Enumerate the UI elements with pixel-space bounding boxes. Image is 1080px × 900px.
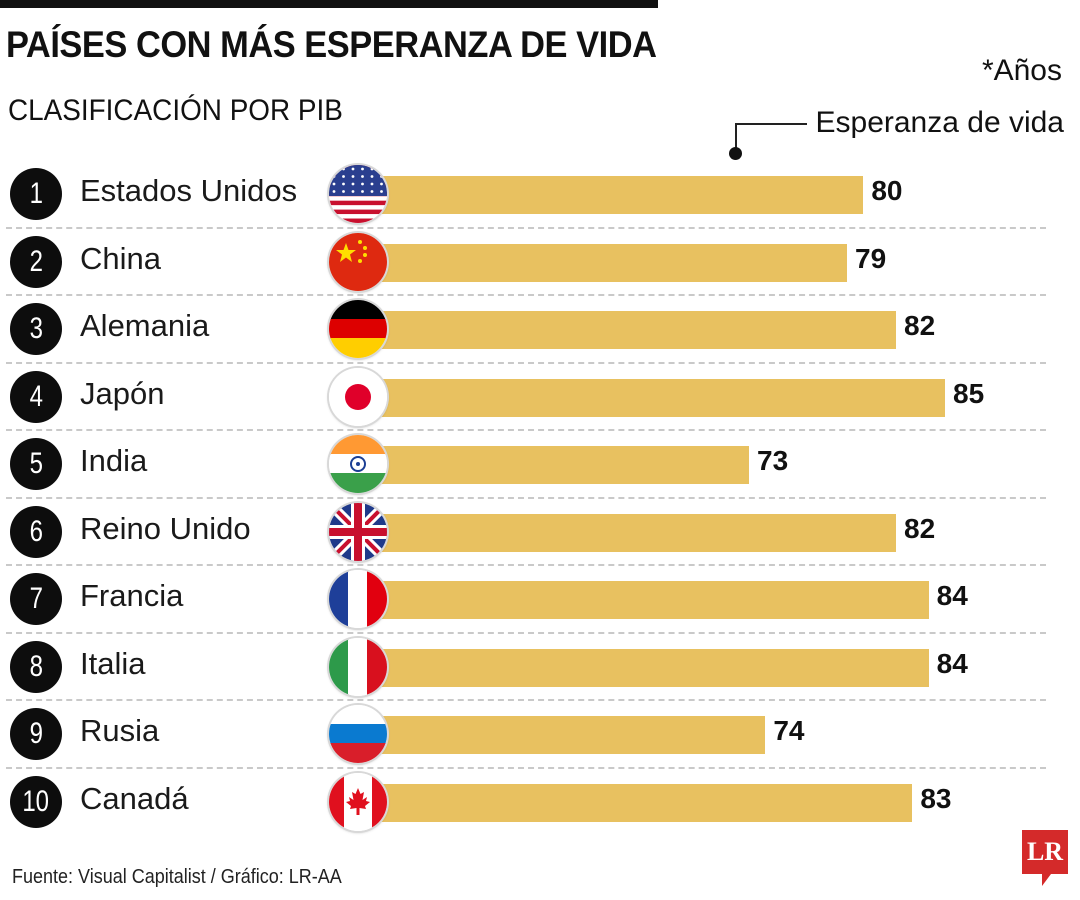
- rank-badge: 10: [10, 775, 62, 828]
- bar-india: [360, 446, 749, 484]
- bar-alemania: [360, 311, 896, 349]
- chart-row: 6 Reino Unido 82: [0, 498, 1080, 566]
- chart-row: 8 Italia 84: [0, 633, 1080, 701]
- country-label: Reino Unido: [80, 510, 251, 546]
- bar-rusia: [360, 716, 766, 754]
- us-flag-icon: [329, 165, 387, 223]
- bar-italia: [360, 648, 929, 687]
- chart-row: 10 Canadá 83: [0, 768, 1080, 836]
- rank-number: 4: [29, 379, 43, 413]
- country-label: Alemania: [80, 308, 210, 343]
- canada-flag-icon: [329, 772, 387, 831]
- chart-row: 4 Japón 85: [0, 363, 1080, 431]
- value-label: 73: [757, 445, 789, 476]
- chart-row: 9 Rusia 74: [0, 700, 1080, 769]
- country-label: Rusia: [80, 713, 160, 748]
- rank-number: 5: [29, 447, 43, 480]
- country-label: Italia: [80, 645, 146, 681]
- legend-leader-dot: [729, 147, 742, 160]
- top-rule: [0, 0, 658, 8]
- lr-logo-tail: [1042, 874, 1051, 886]
- rank-badge: 8: [10, 640, 62, 693]
- russia-flag-icon: [329, 705, 387, 763]
- row-separator: [6, 766, 1046, 769]
- germany-flag-icon: [329, 300, 387, 358]
- lr-logo: LR: [1022, 830, 1068, 874]
- uk-flag-icon: [329, 502, 387, 561]
- india-flag-icon: [329, 435, 387, 493]
- value-label: 82: [904, 512, 936, 544]
- value-label: 80: [871, 175, 903, 206]
- row-separator: [6, 564, 1046, 566]
- source-note: Fuente: Visual Capitalist / Gráfico: LR-…: [12, 866, 342, 888]
- chart-subtitle: CLASIFICACIÓN POR PIB: [8, 94, 343, 127]
- rank-badge: 7: [10, 573, 62, 625]
- country-label: Canadá: [80, 780, 189, 816]
- rank-badge: 5: [10, 438, 62, 490]
- value-label: 85: [953, 377, 985, 409]
- china-flag-icon: [329, 232, 387, 291]
- france-flag-icon: [329, 570, 387, 628]
- bar-canadá: [360, 783, 913, 822]
- legend-label: Esperanza de vida: [815, 106, 1065, 139]
- rank-badge: 2: [10, 235, 62, 288]
- row-separator: [6, 631, 1046, 634]
- country-label: China: [80, 240, 161, 276]
- rank-number: 9: [29, 717, 43, 750]
- rank-badge: 4: [10, 370, 62, 423]
- row-separator: [6, 429, 1046, 431]
- rank-number: 2: [29, 244, 43, 278]
- value-label: 74: [773, 715, 805, 746]
- units-note: *Años: [981, 54, 1062, 87]
- bar-japón: [360, 378, 945, 417]
- value-label: 82: [904, 310, 936, 341]
- row-separator: [6, 361, 1046, 364]
- chart-row: 5 India 73: [0, 430, 1080, 499]
- value-label: 84: [936, 580, 968, 611]
- rank-number: 10: [22, 784, 50, 818]
- rank-badge: 3: [10, 303, 62, 355]
- chart-row: 2 China 79: [0, 228, 1080, 296]
- country-label: Estados Unidos: [80, 173, 298, 208]
- chart-row: 1 Estados Unidos 80: [0, 160, 1080, 229]
- value-label: 79: [855, 242, 887, 274]
- value-label: 83: [920, 782, 952, 814]
- japan-flag-icon: [329, 367, 387, 426]
- rank-number: 6: [29, 514, 43, 548]
- country-label: Francia: [80, 578, 184, 613]
- rank-number: 7: [29, 582, 43, 615]
- bar-china: [360, 243, 847, 282]
- chart-title: PAÍSES CON MÁS ESPERANZA DE VIDA: [6, 24, 657, 65]
- chart-row: 7 Francia 84: [0, 565, 1080, 634]
- rank-number: 8: [29, 649, 43, 683]
- bar-estados-unidos: [360, 176, 864, 214]
- rank-number: 1: [29, 177, 43, 210]
- rank-badge: 9: [10, 708, 62, 760]
- rank-number: 3: [29, 312, 43, 345]
- row-separator: [6, 294, 1046, 296]
- bar-francia: [360, 581, 929, 619]
- row-separator: [6, 496, 1046, 499]
- row-separator: [6, 226, 1046, 229]
- bar-reino-unido: [360, 513, 896, 552]
- rank-badge: 1: [10, 168, 62, 220]
- legend-leader-line-vertical: [735, 123, 737, 153]
- chart-row: 3 Alemania 82: [0, 295, 1080, 364]
- italy-flag-icon: [329, 637, 387, 696]
- row-separator: [6, 699, 1046, 701]
- country-label: India: [80, 443, 148, 478]
- country-label: Japón: [80, 375, 165, 411]
- legend-leader-line: [735, 123, 807, 125]
- rank-badge: 6: [10, 505, 62, 558]
- value-label: 84: [936, 647, 968, 679]
